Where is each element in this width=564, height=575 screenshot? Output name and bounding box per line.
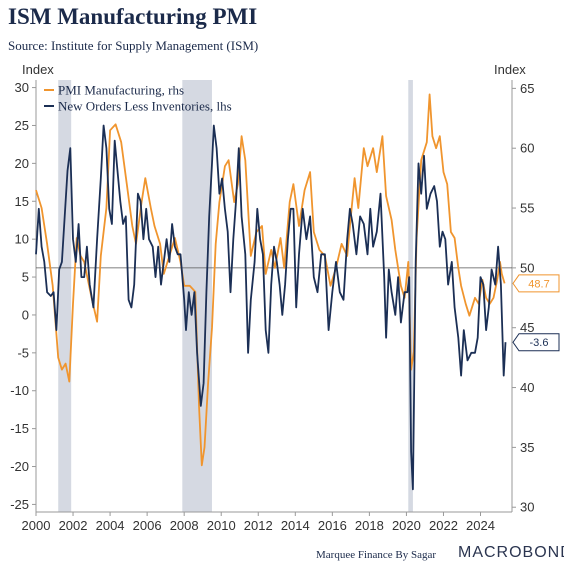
legend-label-1: New Orders Less Inventories, lhs [58,99,232,114]
x-tick-label: 2020 [392,518,421,533]
left-tick-label: -20 [10,459,29,474]
left-tick-label: 0 [22,307,29,322]
recession-band-1 [182,80,212,512]
right-tick-label: 30 [520,500,534,515]
left-tick-label: -15 [10,421,29,436]
left-tick-label: -5 [17,345,29,360]
x-tick-label: 2006 [133,518,162,533]
x-tick-label: 2018 [355,518,384,533]
right-axis-unit: Index [494,62,526,77]
left-tick-label: 20 [15,156,29,171]
left-tick-label: 10 [15,232,29,247]
footer-credit: Marquee Finance By Sagar [316,549,437,561]
x-tick-label: 2024 [466,518,495,533]
right-tick-label: 60 [520,141,534,156]
right-tick-label: 45 [520,320,534,335]
chart-title: ISM Manufacturing PMI [8,4,258,29]
left-tick-label: 5 [22,270,29,285]
chart-subtitle: Source: Institute for Supply Management … [8,38,259,53]
axes: 302520151050-5-10-15-20-2565605550454035… [10,62,534,533]
x-tick-label: 2016 [318,518,347,533]
x-tick-label: 2012 [244,518,273,533]
x-tick-label: 2004 [96,518,125,533]
right-tick-label: 40 [520,380,534,395]
left-tick-label: 30 [15,80,29,95]
left-tick-label: 15 [15,194,29,209]
left-tick-label: 25 [15,118,29,133]
callout-box-0 [512,274,560,293]
right-tick-label: 50 [520,260,534,275]
right-tick-label: 65 [520,81,534,96]
x-tick-label: 2022 [429,518,458,533]
left-tick-label: -10 [10,383,29,398]
recession-bands [58,80,413,512]
legend-label-0: PMI Manufacturing, rhs [58,83,184,98]
recession-band-2 [408,80,413,512]
x-tick-label: 2000 [22,518,51,533]
right-tick-label: 55 [520,201,534,216]
callout-label-0: 48.7 [528,278,549,290]
x-tick-label: 2014 [281,518,310,533]
right-tick-label: 35 [520,440,534,455]
x-tick-label: 2002 [59,518,88,533]
x-tick-label: 2010 [207,518,236,533]
series-lines [35,93,507,491]
series-line-1 [35,124,507,491]
macrobond-logo: MACROBOND [458,544,564,561]
callout-label-1: -3.6 [530,337,549,349]
x-tick-label: 2008 [170,518,199,533]
callout-box-1 [512,333,560,352]
series-line-0 [35,93,506,467]
recession-band-0 [58,80,72,512]
value-callouts: 48.7 -3.6 [512,274,560,352]
left-tick-label: -25 [10,497,29,512]
left-axis-unit: Index [22,62,54,77]
